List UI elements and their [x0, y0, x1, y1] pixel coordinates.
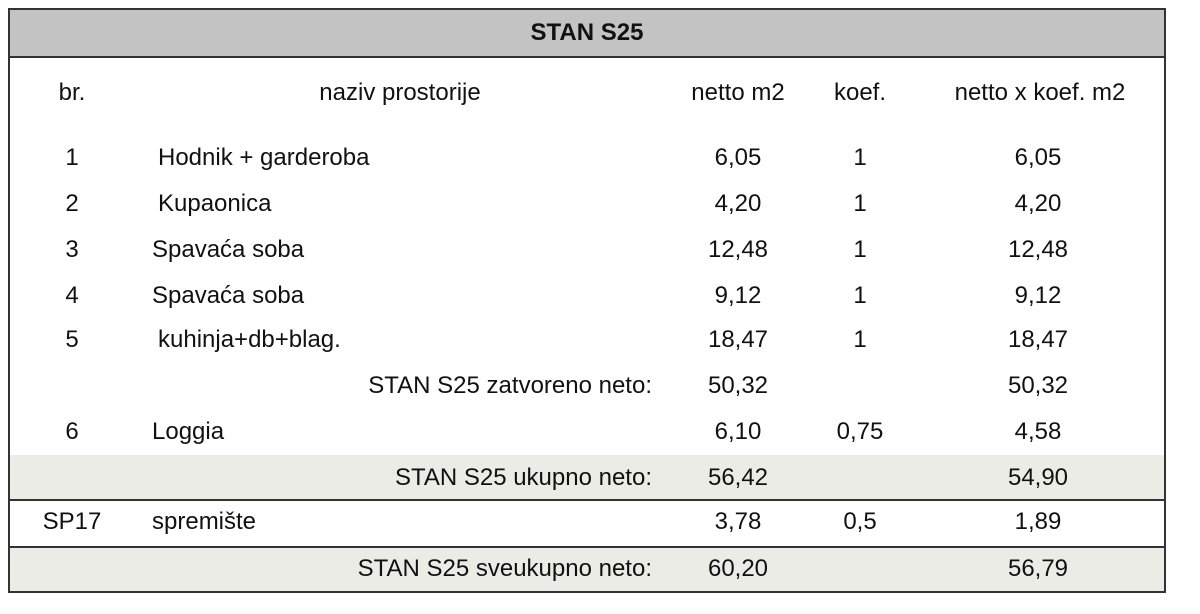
koef: 0,5	[843, 508, 877, 535]
summary-label: STAN S25 ukupno neto:	[394, 464, 652, 491]
room-name: kuhinja+db+blag.	[158, 326, 341, 353]
room-name: Spavaća soba	[152, 282, 305, 309]
koef: 1	[853, 282, 867, 309]
row-number: 6	[65, 418, 79, 445]
header-cell: naziv prostorije	[319, 79, 481, 106]
row-divider	[8, 499, 1166, 546]
row-number: 2	[65, 190, 79, 217]
netto: 6,10	[714, 418, 762, 445]
netto: 9,12	[714, 282, 762, 309]
subtotal-band	[8, 455, 1166, 499]
row-number: 3	[65, 236, 79, 263]
netto-koef: 12,48	[1007, 236, 1069, 263]
header-cell: netto m2	[691, 79, 785, 106]
row-number: 4	[65, 282, 79, 309]
netto: 50,32	[707, 372, 769, 399]
netto-koef: 18,47	[1007, 326, 1069, 353]
summary-label: STAN S25 sveukupno neto:	[357, 555, 652, 582]
netto-koef: 56,79	[1007, 555, 1069, 582]
row-number: 1	[65, 144, 79, 171]
total-band	[8, 546, 1166, 593]
netto-koef: 50,32	[1007, 372, 1069, 399]
netto-koef: 4,58	[1014, 418, 1062, 445]
netto-koef: 4,20	[1014, 190, 1062, 217]
netto: 56,42	[707, 464, 769, 491]
room-name: Kupaonica	[158, 190, 272, 217]
netto: 4,20	[714, 190, 762, 217]
koef: 1	[853, 236, 867, 263]
room-name: Loggia	[152, 418, 225, 445]
row-number: 5	[65, 326, 79, 353]
netto-koef: 54,90	[1007, 464, 1069, 491]
room-name: spremište	[152, 508, 257, 535]
koef: 1	[853, 190, 867, 217]
netto-koef: 1,89	[1014, 508, 1062, 535]
netto: 60,20	[707, 555, 769, 582]
table-title: STAN S25	[8, 8, 1166, 58]
koef: 1	[853, 326, 867, 353]
netto: 3,78	[714, 508, 762, 535]
header-cell: netto x koef. m2	[954, 79, 1126, 106]
koef: 0,75	[836, 418, 884, 445]
header-cell: koef.	[833, 79, 887, 106]
netto-koef: 9,12	[1014, 282, 1062, 309]
netto: 6,05	[714, 144, 762, 171]
netto: 12,48	[707, 236, 769, 263]
row-number: SP17	[42, 508, 102, 535]
room-name: Spavaća soba	[152, 236, 305, 263]
header-cell: br.	[58, 79, 86, 106]
summary-label: STAN S25 zatvoreno neto:	[368, 372, 652, 399]
netto: 18,47	[707, 326, 769, 353]
room-name: Hodnik + garderoba	[158, 144, 370, 171]
koef: 1	[853, 144, 867, 171]
netto-koef: 6,05	[1014, 144, 1062, 171]
